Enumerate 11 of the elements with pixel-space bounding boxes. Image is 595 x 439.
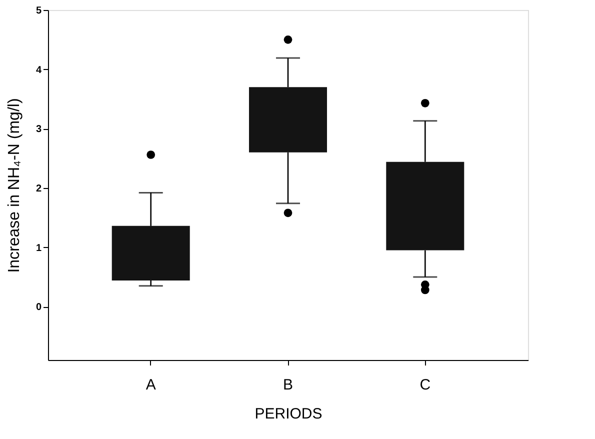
x-axis-title: PERIODS [254, 406, 322, 422]
y-tick-label: 2 [36, 183, 42, 194]
y-tick-label: 1 [36, 242, 42, 254]
y-tick-label: 4 [36, 64, 42, 76]
y-tick-label: 0 [36, 302, 42, 314]
y-axis-title: Increase in NH₄-N (mg/l) [6, 98, 23, 273]
y-tick-label: 5 [36, 6, 42, 16]
x-tick-label: C [420, 376, 431, 394]
x-tick-label: A [146, 376, 156, 394]
y-tick-label: 3 [36, 124, 42, 136]
x-tick-label: B [282, 376, 294, 394]
